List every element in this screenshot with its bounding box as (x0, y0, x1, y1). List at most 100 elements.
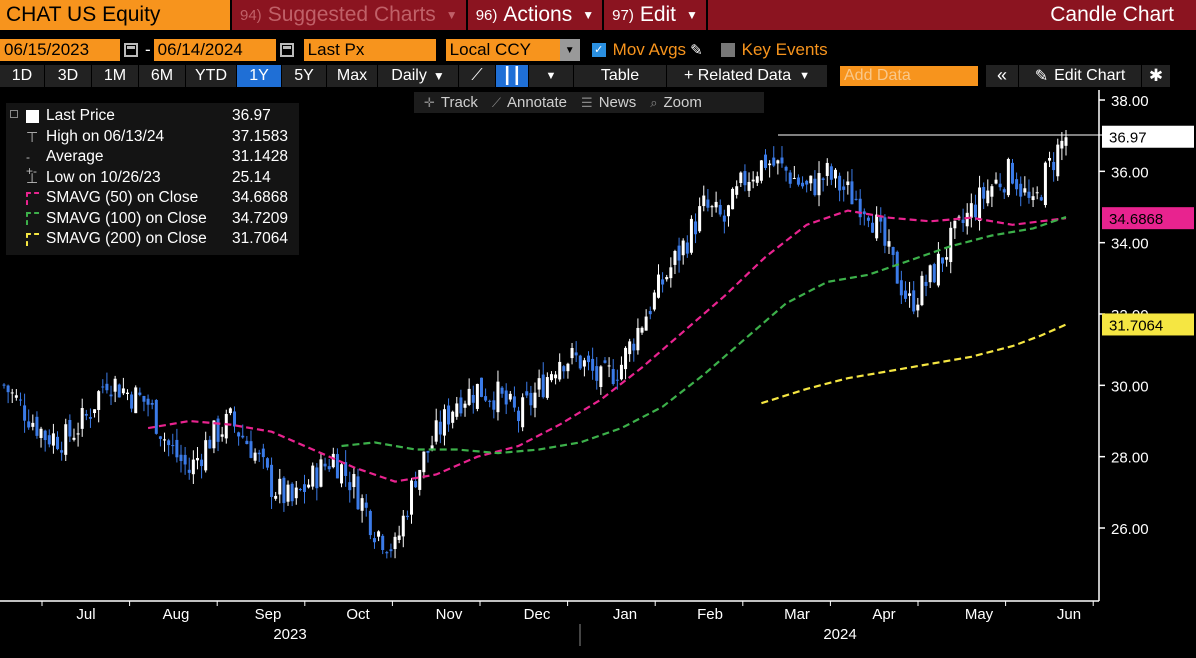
candle-body (595, 366, 599, 381)
chevron-down-icon[interactable]: ▼ (529, 64, 573, 87)
calendar-icon[interactable] (124, 43, 138, 57)
candle-body (978, 187, 982, 222)
candle-body (492, 400, 496, 410)
candle-body (928, 265, 932, 283)
currency-select[interactable]: Local CCY ▼ (445, 39, 580, 61)
line-chart-icon[interactable]: ⟋ (459, 64, 495, 87)
moving-average-line (341, 215, 1067, 455)
candle-body (1027, 191, 1031, 198)
annotate-tool[interactable]: ⟋ Annotate (492, 94, 567, 111)
candle-body (1039, 197, 1043, 201)
currency-value: Local CCY (449, 40, 531, 59)
key-events-checkbox[interactable] (720, 43, 735, 57)
chevron-down-icon: ▼ (559, 39, 580, 61)
edit-chart-button[interactable]: ✎ Edit Chart (1019, 64, 1141, 87)
period-ytd[interactable]: YTD (186, 64, 236, 87)
candle-body (191, 459, 195, 475)
low-marker-icon: ⊥ (26, 169, 39, 186)
candle-body (138, 392, 142, 395)
pencil-icon[interactable]: ✎ (690, 42, 703, 59)
candle-body (463, 403, 467, 408)
edit-menu[interactable]: 97) Edit ▼ (604, 0, 708, 30)
date-range-bar: 06/15/2023 - 06/14/2024 Last Px Local CC… (0, 38, 1196, 62)
end-date-input[interactable]: 06/14/2024 (153, 39, 276, 61)
candle-body (27, 421, 31, 428)
legend-value: 31.7064 (232, 230, 289, 248)
candle-body (451, 411, 455, 423)
frequency-select[interactable]: Daily ▼ (378, 64, 458, 87)
candle-body (397, 535, 401, 540)
candle-body (685, 242, 689, 254)
ticker-field[interactable]: CHAT US Equity (0, 0, 232, 30)
candle-body (706, 199, 710, 208)
candle-body (488, 400, 492, 402)
legend-low[interactable]: ⊥ Low on 10/26/23 25.14 (6, 168, 299, 189)
gear-icon[interactable]: ✱ (1142, 64, 1170, 87)
legend-sma50[interactable]: SMAVG (50) on Close 34.6868 (6, 188, 299, 209)
legend-value: 34.7209 (232, 209, 289, 227)
start-date-input[interactable]: 06/15/2023 (0, 39, 120, 61)
candle-body (615, 379, 619, 381)
actions-menu[interactable]: 96) Actions ▼ (468, 0, 605, 30)
period-5y[interactable]: 5Y (282, 64, 326, 87)
news-icon: ☰ (581, 94, 593, 110)
collapse-box[interactable] (10, 110, 18, 118)
period-1m[interactable]: 1M (92, 64, 138, 87)
command-bar: CHAT US Equity 94) Suggested Charts ▼ 96… (0, 0, 1196, 30)
legend-high[interactable]: ⊤ High on 06/13/24 37.1583 (6, 127, 299, 148)
candle-body (969, 203, 973, 218)
table-button[interactable]: Table (574, 64, 666, 87)
candle-body (636, 327, 640, 351)
suggested-charts-menu[interactable]: 94) Suggested Charts ▼ (232, 0, 468, 30)
x-month-label: Aug (163, 606, 190, 623)
legend-sma200[interactable]: SMAVG (200) on Close 31.7064 (6, 229, 299, 250)
calendar-icon[interactable] (279, 43, 294, 57)
zoom-tool[interactable]: ⌕ Zoom (650, 94, 702, 111)
track-tool[interactable]: ✛ Track (424, 94, 478, 111)
field-select[interactable]: Last Px (303, 39, 436, 61)
candle-body (315, 467, 319, 489)
x-month-label: Mar (784, 606, 810, 623)
candle-body (447, 405, 451, 425)
candle-body (879, 216, 883, 222)
candle-body (624, 347, 628, 370)
candle-body (735, 186, 739, 195)
period-1d[interactable]: 1D (0, 64, 44, 87)
add-data-input[interactable]: Add Data (840, 65, 978, 86)
x-year-label: 2023 (273, 626, 306, 643)
related-data-menu[interactable]: + Related Data ▼ (667, 64, 827, 87)
x-month-label: Jun (1057, 606, 1081, 623)
x-month-label: Nov (436, 606, 463, 623)
candle-body (331, 453, 335, 468)
legend-last-price[interactable]: Last Price 36.97 (6, 106, 299, 127)
candle-body (652, 292, 656, 310)
collapse-icon[interactable]: « (986, 64, 1018, 87)
legend-sma100[interactable]: SMAVG (100) on Close 34.7209 (6, 209, 299, 230)
annotate-icon: ⟋ (491, 94, 501, 110)
candle-body (56, 436, 60, 450)
chart-type-title: Candle Chart (1050, 3, 1174, 26)
candle-body (179, 454, 183, 462)
mov-avgs-checkbox[interactable]: ✓ (591, 43, 606, 57)
period-6m[interactable]: 6M (139, 64, 185, 87)
candle-body (224, 413, 228, 439)
candle-body (899, 280, 903, 296)
news-tool[interactable]: ☰ News (581, 94, 636, 111)
high-marker-icon: ⊤ (26, 128, 39, 145)
period-3d[interactable]: 3D (45, 64, 91, 87)
candle-body (846, 181, 850, 186)
period-1y[interactable]: 1Y (237, 64, 281, 87)
candle-body (751, 179, 755, 182)
candle-body (1019, 183, 1023, 197)
candle-body (426, 450, 430, 453)
period-max[interactable]: Max (327, 64, 377, 87)
candle-body (694, 221, 698, 235)
candle-body (442, 409, 446, 436)
candle-body (93, 409, 97, 414)
candle-body (496, 381, 500, 413)
candle-body (1031, 196, 1035, 201)
candle-body (776, 160, 780, 164)
candlestick-icon[interactable]: ┃┃ (496, 64, 528, 87)
legend-average[interactable]: -+- Average 31.1428 (6, 147, 299, 178)
